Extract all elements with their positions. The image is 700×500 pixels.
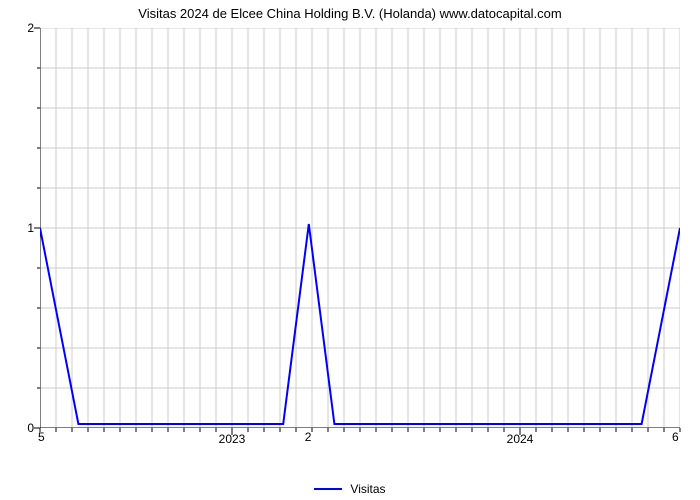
y-tick-label: 2: [27, 21, 40, 35]
x-axis-start-label: 5: [38, 430, 45, 444]
chart-title: Visitas 2024 de Elcee China Holding B.V.…: [0, 6, 700, 21]
x-axis-end-label: 6: [672, 430, 679, 444]
plot-area: 01220232024: [40, 28, 680, 428]
axis-ticks: [40, 28, 680, 428]
x-tick-label: 2023: [219, 428, 246, 446]
legend-label: Visitas: [350, 482, 385, 496]
x-axis-upper-label: 2: [305, 430, 312, 444]
legend-swatch: [314, 488, 342, 490]
y-tick-label: 1: [27, 221, 40, 235]
chart-container: Visitas 2024 de Elcee China Holding B.V.…: [0, 0, 700, 500]
legend: Visitas: [0, 482, 700, 496]
x-tick-label: 2024: [507, 428, 534, 446]
